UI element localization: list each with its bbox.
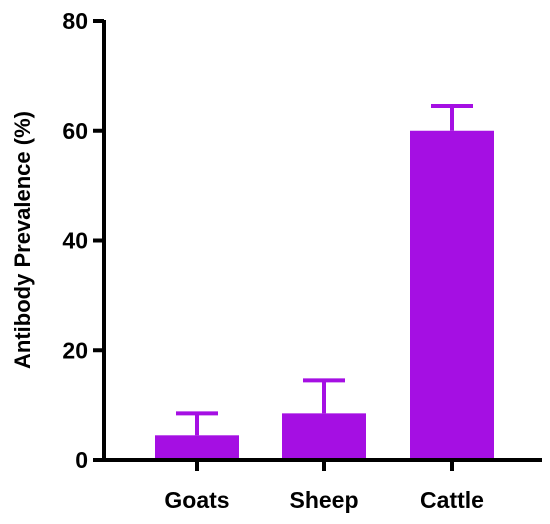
error-bars-layer [176,104,473,436]
y-tick-label-20: 20 [62,337,88,363]
bar-cattle [410,130,494,460]
y-tick-label-40: 40 [62,228,88,254]
y-tick-label-0: 0 [75,447,88,473]
y-tick-label-80: 80 [62,8,88,34]
x-tick-label-cattle: Cattle [420,487,484,513]
bars-layer [155,130,494,460]
bar-sheep [282,413,366,460]
bar-goats [155,435,239,460]
x-tick-label-goats: Goats [164,487,229,513]
y-tick-label-60: 60 [62,118,88,144]
x-tick-label-sheep: Sheep [289,487,358,513]
axes-layer [93,19,542,471]
labels-layer: Goats Sheep Cattle 0 20 40 60 80 [62,8,484,513]
y-axis-label: Antibody Prevalence (%) [10,111,35,369]
